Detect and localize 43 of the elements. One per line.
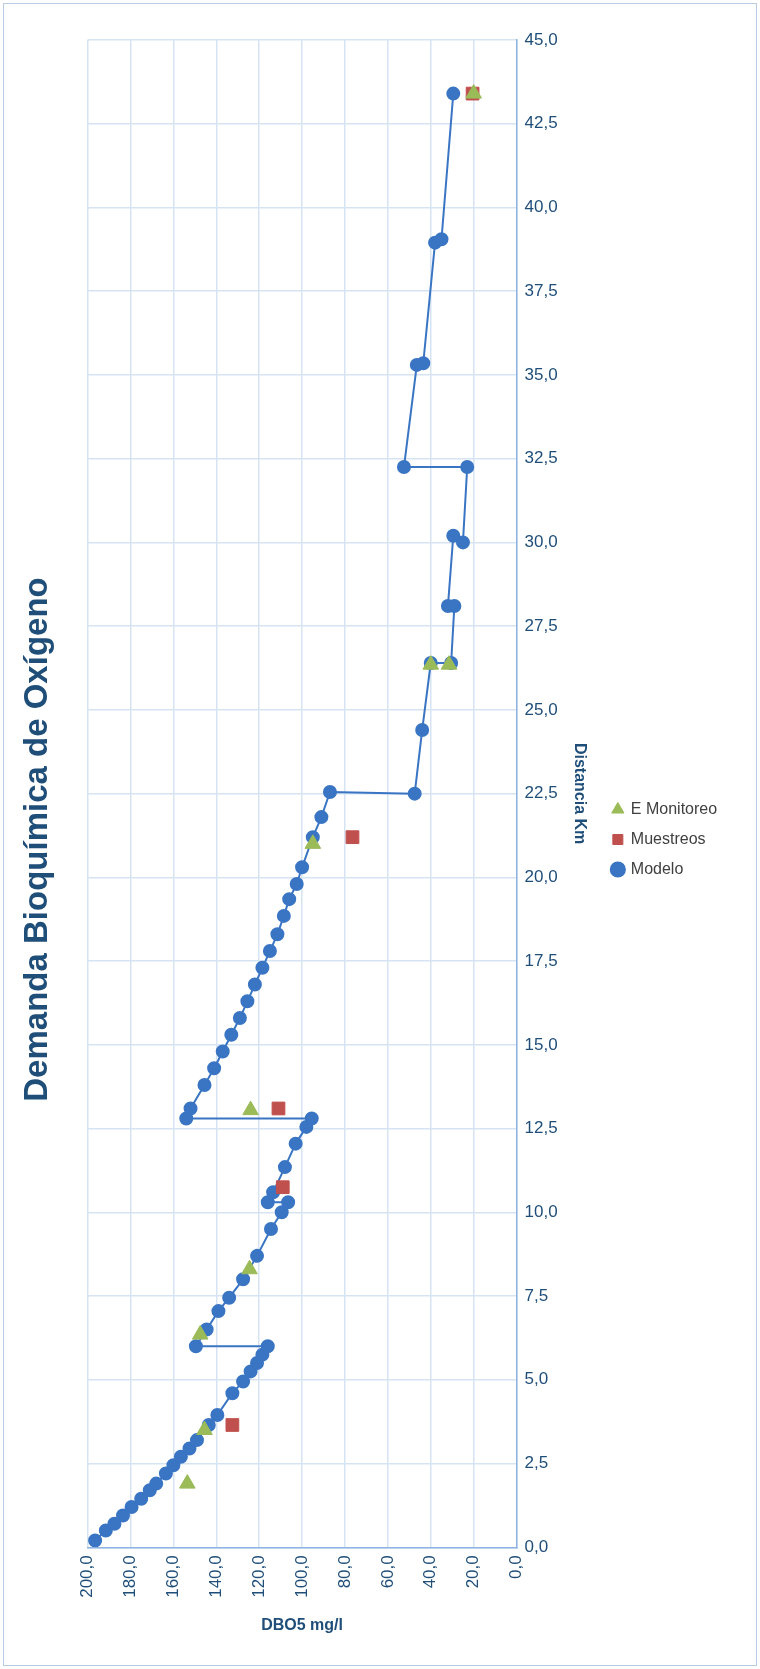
x-axis-title: DBO5 mg/l bbox=[261, 1615, 343, 1633]
y-tick-label: 35,0 bbox=[524, 364, 558, 384]
point bbox=[196, 1420, 213, 1436]
y-tick-label: 27,5 bbox=[524, 615, 558, 635]
text: Demanda Bioquímica de Oxígeno bbox=[16, 577, 54, 1102]
y-tick-label: 17,5 bbox=[524, 950, 558, 970]
x-tick-label: 160,0 bbox=[163, 1555, 183, 1598]
x-tick-label: 200,0 bbox=[77, 1555, 97, 1598]
y-tick-label: 22,5 bbox=[524, 783, 558, 803]
y-tick-label: 25,0 bbox=[524, 699, 558, 719]
x-tick-label: 40,0 bbox=[420, 1555, 440, 1589]
y-tick-label: 42,5 bbox=[524, 113, 558, 133]
y-tick-label: 32,5 bbox=[524, 448, 558, 468]
point bbox=[242, 1100, 259, 1116]
x-tick-label: 60,0 bbox=[377, 1555, 397, 1589]
y-tick-label: 45,0 bbox=[524, 29, 558, 49]
y-tick-label: 12,5 bbox=[524, 1118, 558, 1138]
x-tick-label: 180,0 bbox=[120, 1555, 140, 1598]
y-tick-label: 30,0 bbox=[524, 532, 558, 552]
y-tick-label: 15,0 bbox=[524, 1034, 558, 1054]
x-tick-label: 100,0 bbox=[291, 1555, 311, 1598]
legend-label: Muestreos bbox=[630, 829, 715, 847]
y-axis-title: Distancia Km bbox=[571, 742, 589, 845]
legend-label: Modelo bbox=[630, 859, 693, 877]
legend-label: E Monitoreo bbox=[630, 799, 726, 817]
point bbox=[440, 655, 458, 670]
x-tick-label: 120,0 bbox=[248, 1555, 268, 1598]
y-tick-label: 5,0 bbox=[524, 1369, 549, 1389]
y-tick-label: 10,0 bbox=[524, 1202, 558, 1221]
y-tick-label: 20,0 bbox=[524, 867, 558, 887]
point bbox=[304, 834, 322, 849]
x-tick-label: 140,0 bbox=[205, 1555, 225, 1598]
y-tick-label: 0,0 bbox=[524, 1536, 549, 1556]
y-tick-label: 40,0 bbox=[524, 197, 558, 217]
x-tick-label: 0,0 bbox=[506, 1555, 526, 1579]
x-tick-label: 80,0 bbox=[334, 1555, 354, 1589]
y-tick-label: 37,5 bbox=[524, 280, 558, 300]
point bbox=[191, 1325, 209, 1340]
y-tick-label: 2,5 bbox=[524, 1453, 549, 1473]
point bbox=[179, 1474, 196, 1489]
y-tick-label: 7,5 bbox=[524, 1285, 549, 1305]
point bbox=[241, 1259, 258, 1275]
x-tick-label: 20,0 bbox=[463, 1555, 483, 1589]
